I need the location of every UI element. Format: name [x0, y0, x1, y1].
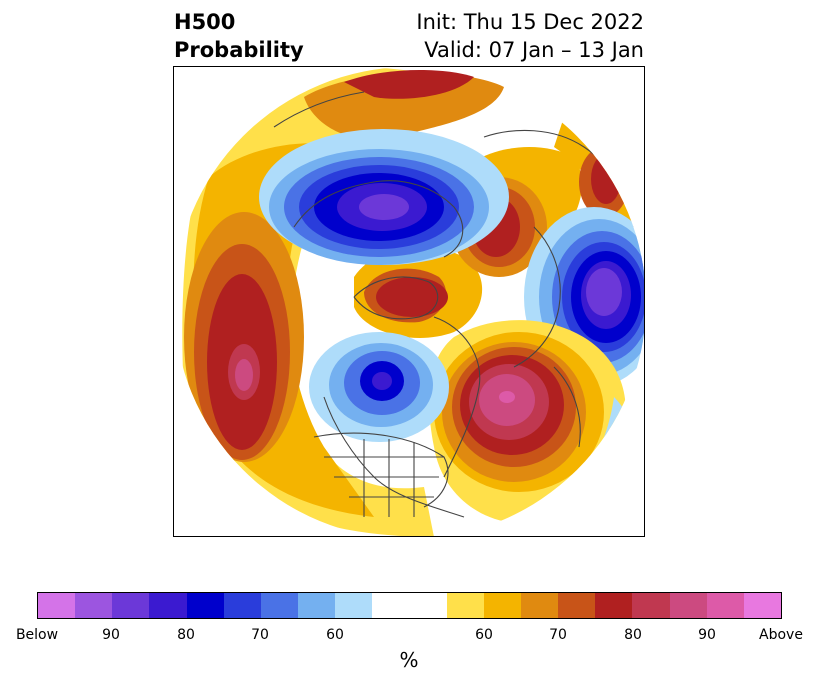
colorbar-tick-below-80: 80 — [177, 627, 195, 643]
anomaly-above-asia — [429, 320, 626, 524]
colorbar-tick-below-90: 90 — [102, 627, 120, 643]
colorbar-below-8 — [298, 593, 336, 618]
colorbar-below-5 — [186, 593, 224, 618]
map-title: H500 Probability — [174, 8, 304, 64]
colorbar-tick-below: Below — [15, 627, 59, 643]
colorbar-above-6 — [632, 593, 670, 618]
map-panel — [173, 66, 645, 537]
colorbar-neutral — [372, 593, 447, 618]
colorbar-below-2 — [75, 593, 113, 618]
colorbar-tick-below-60: 60 — [326, 627, 344, 643]
colorbar — [37, 592, 782, 619]
colorbar-below-6 — [223, 593, 261, 618]
colorbar-above-8 — [706, 593, 744, 618]
colorbar-tick-above-70: 70 — [549, 627, 567, 643]
colorbar-above-5 — [595, 593, 633, 618]
colorbar-below-1 — [38, 593, 76, 618]
colorbar-below-4 — [149, 593, 187, 618]
title-product: Probability — [174, 38, 304, 62]
colorbar-above-1 — [446, 593, 484, 618]
colorbar-tick-above-60: 60 — [475, 627, 493, 643]
probability-map — [174, 67, 644, 536]
colorbar-above-3 — [521, 593, 559, 618]
colorbar-below-7 — [260, 593, 299, 618]
colorbar-unit-label: % — [399, 648, 419, 672]
anomaly-below-arctic — [309, 332, 449, 442]
colorbar-tick-above: Above — [759, 627, 803, 643]
colorbar-below-3 — [112, 593, 150, 618]
init-date: Init: Thu 15 Dec 2022 — [416, 10, 644, 34]
colorbar-tick-above-90: 90 — [698, 627, 716, 643]
colorbar-tick-below-70: 70 — [251, 627, 269, 643]
colorbar-above-4 — [558, 593, 596, 618]
colorbar-tick-above-80: 80 — [624, 627, 642, 643]
colorbar-above-9 — [743, 593, 782, 618]
colorbar-above-7 — [669, 593, 707, 618]
colorbar-above-2 — [483, 593, 522, 618]
anomaly-above-arctic — [304, 70, 504, 338]
coastlines — [273, 91, 635, 518]
anomaly-above-pacific — [182, 67, 474, 536]
title-variable: H500 — [174, 10, 236, 34]
colorbar-below-9 — [335, 593, 373, 618]
map-dates: Init: Thu 15 Dec 2022 Valid: 07 Jan – 13… — [416, 8, 644, 64]
anomaly-below-canada — [259, 129, 509, 265]
valid-range: Valid: 07 Jan – 13 Jan — [424, 38, 644, 62]
